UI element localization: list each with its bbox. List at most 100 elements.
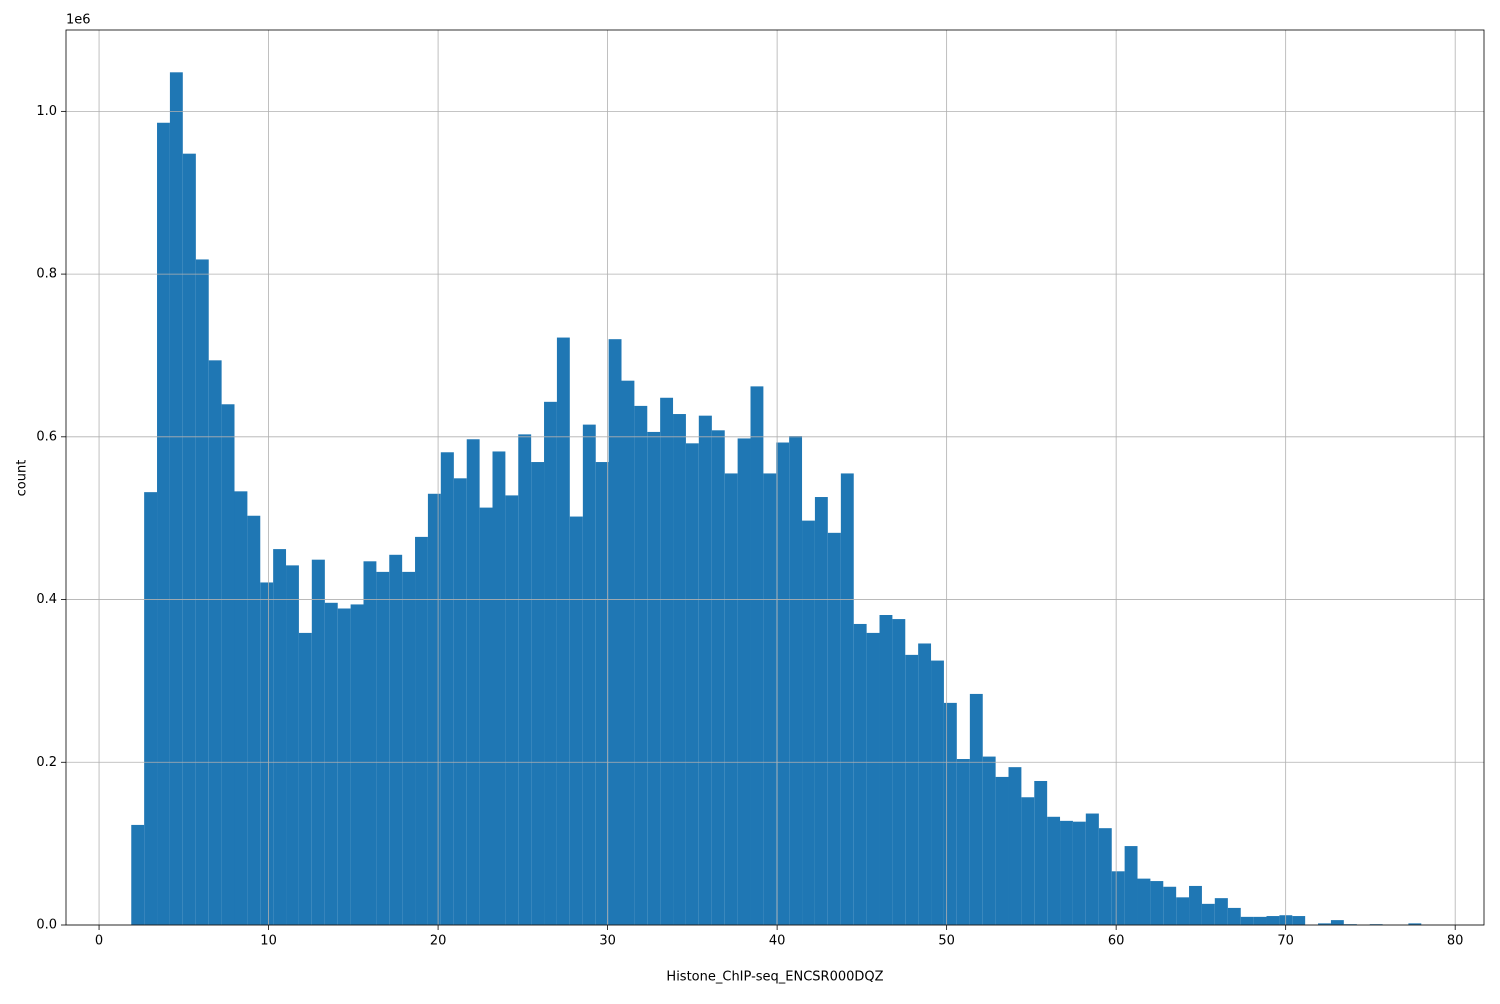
bar: [453, 478, 467, 925]
y-tick-label: 0.6: [36, 429, 57, 444]
bar: [1163, 886, 1177, 925]
bar: [931, 660, 944, 925]
bar: [995, 776, 1009, 925]
y-axis-label: count: [15, 460, 30, 497]
bar: [776, 442, 790, 925]
bar: [298, 632, 312, 925]
plot-frame: [65, 29, 1485, 926]
bar: [1292, 916, 1306, 925]
x-axis-label: Histone_ChIP-seq_ENCSR000DQZ: [666, 970, 883, 985]
bar: [1150, 881, 1164, 925]
x-tick-label: 70: [1277, 934, 1294, 949]
bar: [1021, 797, 1035, 925]
bar: [247, 515, 261, 925]
bar: [905, 654, 919, 925]
bar: [595, 462, 609, 925]
y-tick-label: 0.2: [36, 755, 57, 770]
bar: [440, 452, 454, 925]
bar: [389, 554, 403, 925]
bar: [1137, 878, 1151, 925]
bar: [1369, 924, 1383, 925]
bar: [182, 153, 196, 925]
bar: [1330, 920, 1344, 925]
bar: [1214, 898, 1228, 925]
bar: [1408, 923, 1422, 925]
x-tick-label: 40: [769, 934, 786, 949]
bar: [647, 431, 661, 925]
bar: [685, 443, 699, 925]
bar: [492, 451, 506, 925]
bar: [221, 404, 235, 926]
bar: [789, 436, 803, 925]
y-tick-label: 1.0: [36, 104, 57, 119]
bar: [144, 492, 158, 925]
bar: [1008, 767, 1022, 925]
x-tick-label: 0: [95, 934, 103, 949]
bar: [131, 824, 145, 925]
bar: [827, 532, 841, 925]
bar: [1176, 897, 1190, 925]
y-tick-label: 0.4: [36, 592, 57, 607]
bar: [415, 536, 428, 925]
bar: [608, 339, 622, 925]
bar: [402, 571, 416, 925]
bar: [840, 473, 854, 925]
bar: [673, 414, 686, 925]
bar: [1034, 780, 1048, 925]
bar: [892, 619, 906, 925]
bar: [982, 756, 996, 925]
bar: [711, 430, 725, 925]
y-tick-label: 0.8: [36, 267, 57, 282]
bar: [350, 604, 364, 925]
bar: [195, 259, 209, 926]
bar: [1318, 923, 1331, 925]
bar: [376, 571, 390, 925]
bar: [1060, 820, 1073, 925]
bar: [750, 386, 764, 925]
bar: [763, 473, 777, 925]
bar: [724, 473, 738, 925]
bar: [544, 401, 557, 926]
bar: [918, 643, 932, 925]
bar: [634, 405, 648, 925]
bar: [531, 462, 545, 925]
bar: [943, 702, 957, 925]
x-tick-label: 80: [1447, 934, 1464, 949]
bar: [427, 493, 441, 925]
bar: [1085, 813, 1099, 925]
bar: [853, 623, 867, 925]
bar: [569, 516, 583, 925]
x-tick-label: 30: [599, 934, 616, 949]
x-tick-label: 60: [1108, 934, 1125, 949]
x-tick-label: 20: [430, 934, 447, 949]
bar: [169, 72, 183, 926]
y-offset-label: 1e6: [66, 13, 91, 28]
bar: [208, 360, 222, 925]
bar: [1240, 916, 1254, 925]
bar: [1124, 846, 1138, 925]
bar: [337, 608, 351, 925]
bar: [1227, 907, 1241, 925]
bar: [505, 495, 519, 925]
bar: [466, 439, 480, 925]
bar: [1047, 816, 1061, 925]
bar: [1072, 821, 1086, 925]
bar: [969, 693, 983, 925]
bar: [311, 559, 325, 925]
bar: [582, 424, 596, 925]
bar: [157, 122, 170, 926]
y-tick-label: 0.0: [36, 918, 57, 933]
bar: [234, 491, 248, 925]
x-tick-label: 50: [938, 934, 955, 949]
bar: [866, 632, 880, 925]
bar: [260, 582, 274, 925]
x-tick-label: 10: [260, 934, 277, 949]
bar: [273, 549, 287, 925]
bar: [324, 602, 338, 925]
bar: [1098, 828, 1112, 925]
bar: [556, 337, 570, 925]
bar: [802, 520, 815, 925]
bar: [1266, 916, 1280, 925]
bar: [698, 415, 712, 925]
